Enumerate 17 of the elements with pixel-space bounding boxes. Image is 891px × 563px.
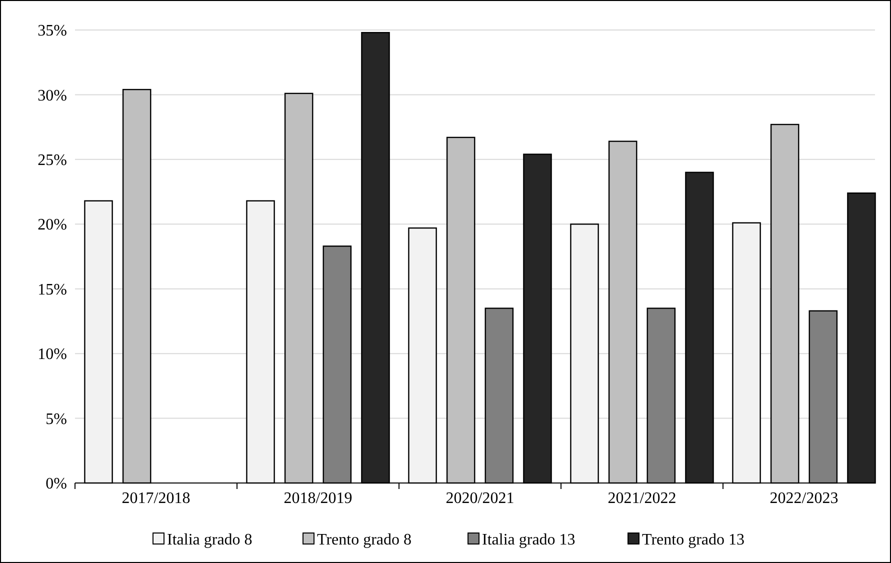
x-tick-label: 2020/2021 xyxy=(446,490,514,507)
legend-label: Trento grado 8 xyxy=(317,532,412,549)
y-tick-label: 20% xyxy=(38,216,67,234)
x-tick-label: 2021/2022 xyxy=(608,490,676,507)
x-tick-label: 2018/2019 xyxy=(284,490,352,507)
legend-label: Italia grado 13 xyxy=(482,532,576,549)
x-tick-label: 2017/2018 xyxy=(122,490,190,507)
y-tick-label: 5% xyxy=(46,410,67,428)
y-tick-label: 30% xyxy=(38,87,67,104)
y-tick-label: 35% xyxy=(38,22,67,40)
y-tick-label: 25% xyxy=(38,152,67,170)
y-tick-label: 0% xyxy=(46,476,67,493)
y-tick-label: 10% xyxy=(38,346,67,364)
y-tick-label: 15% xyxy=(38,281,67,298)
legend-label: Italia grado 8 xyxy=(167,532,252,549)
x-tick-label: 2022/2023 xyxy=(770,490,838,507)
legend-label: Trento grado 13 xyxy=(642,532,745,549)
